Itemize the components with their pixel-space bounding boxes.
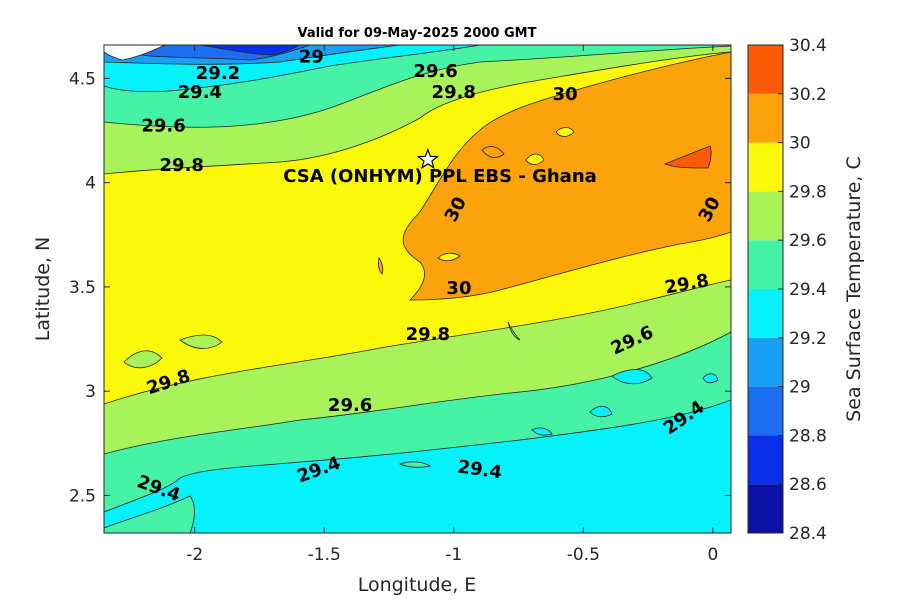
contour-label: 29.8 [406,324,450,345]
colorbar-segment [748,191,783,241]
band-29.2-29.4-patch-f [702,373,719,384]
colorbar-tick-label: 30.4 [789,36,827,56]
band-29.8-30.0-patch-i [437,252,461,262]
band-28.6-28.8-top [199,45,301,56]
star-icon [416,147,440,170]
colorbar-tick-label: 29.8 [789,182,827,202]
y-tick-label: 2.5 [69,486,96,506]
x-tick-label: -0.5 [567,545,600,565]
x-axis-title: Longitude, E [358,574,477,596]
contour-label: 29.4 [178,82,222,103]
band-30.0-30.2-patch-h [481,146,505,158]
colorbar-segment [748,386,783,436]
colorbar-tick-label: 30 [789,134,811,154]
band-29.2-29.4-patch-e [531,427,553,436]
band-29.6-29.8-patch-b [179,334,223,349]
site-marker: CSA (ONHYM) PPL EBS - Ghana [283,147,597,187]
contour-label: 30 [553,84,578,105]
colorbar-segment [748,289,783,338]
contour-label: 29.6 [328,395,372,416]
colorbar-tick-label: 29.4 [789,280,827,300]
y-axis: 2.5 3 3.5 4 4.5 [69,69,731,506]
y-axis-title: Latitude, N [32,237,54,342]
colorbar-tick-label: 28.4 [789,524,827,544]
contour-label: 29.6 [413,61,457,82]
colorbar-tick-label: 30.2 [789,85,827,105]
colorbar-tick-label: 29.6 [789,231,827,251]
x-tick-label: 0 [707,545,718,565]
contour-label: 29.8 [160,155,204,176]
plot-frame [103,44,732,534]
band-29.8-30.0-patch-k [525,153,545,165]
colorbar-segment [748,435,783,485]
y-tick-label: 4.5 [69,69,96,89]
y-tick-label: 3.5 [69,278,96,298]
colorbar-segment [748,484,783,533]
colorbar-tick-label: 28.8 [789,426,827,446]
y-tick-label: 4 [85,174,96,194]
band-29.8-30.0-patch-j [555,127,575,137]
contour-label: 29 [299,47,324,68]
colorbar-title: Sea Surface Temperature, C [843,156,865,422]
band-29.4-29.6-bottom-patch [104,495,195,533]
chart-title: Valid for 09-May-2025 2000 GMT [298,26,537,41]
plot-area [104,45,731,533]
band-29.2-29.4-patch-d [589,405,613,418]
colorbar-tick-label: 29.2 [789,329,827,349]
colorbar-tick-label: 28.6 [789,475,827,495]
contour-label: 29.8 [432,82,476,103]
colorbar-segment [748,240,783,289]
band-30.0-30.2-core [402,51,731,301]
colorbar-segment [748,93,783,143]
x-tick-label: -1 [445,545,462,565]
band-30.0-30.2-spot [378,257,384,275]
colorbar-tick-label: 29 [789,378,811,398]
contour-label: 30 [446,278,471,299]
colorbar-segment [748,142,783,192]
x-axis: -2 -1.5 -1 -0.5 0 [186,45,718,565]
band-29.6-29.8-patch-a [123,350,163,369]
colorbar-segment [748,337,783,387]
band-30.2-30.4-spot [663,145,712,169]
band-29.6-29.8-patch-l [507,321,521,341]
band-29.4-29.6-patch-g [398,461,432,468]
colorbar: 28.4 28.6 28.8 29 29.2 29.4 29.6 29.8 30 30.2 30.4 [747,36,827,544]
land-mask [104,45,166,61]
contour-bands [104,45,731,533]
contour-label: 29.2 [196,63,240,84]
site-label: CSA (ONHYM) PPL EBS - Ghana [283,166,597,187]
contour-label: 29.6 [141,115,185,136]
y-tick-label: 3 [85,382,96,402]
x-tick-label: -2 [186,545,203,565]
band-29.2-29.4-patch-c [611,369,653,385]
colorbar-segment [748,45,783,94]
x-tick-label: -1.5 [308,545,341,565]
